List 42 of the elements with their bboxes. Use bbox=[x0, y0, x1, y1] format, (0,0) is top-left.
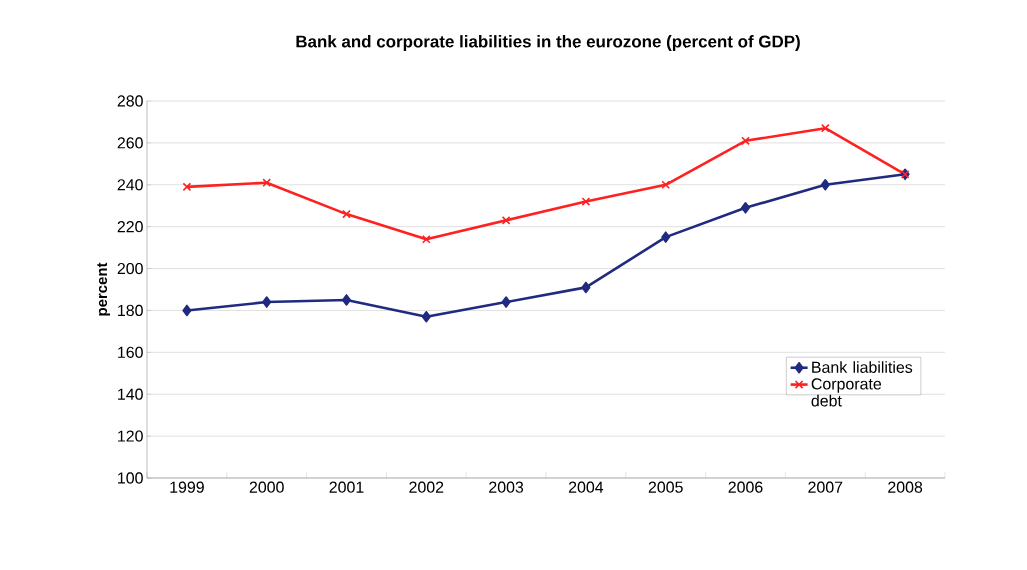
x-tick-label: 2005 bbox=[648, 481, 683, 493]
y-tick-label: 200 bbox=[117, 262, 143, 275]
point bbox=[581, 281, 591, 294]
point bbox=[501, 216, 511, 225]
point bbox=[262, 178, 272, 188]
x-tick-label: 2004 bbox=[568, 481, 604, 493]
x-tick-label: 2007 bbox=[808, 481, 843, 493]
y-tick-label: 280 bbox=[117, 95, 143, 107]
point bbox=[421, 310, 431, 323]
y-tick-label: 180 bbox=[118, 304, 143, 317]
x-tick-label: 1999 bbox=[170, 481, 204, 493]
point bbox=[421, 234, 431, 244]
y-tick-label: 140 bbox=[118, 388, 143, 400]
y-tick-label: 100 bbox=[118, 472, 143, 484]
x-tick-label: 2003 bbox=[489, 481, 524, 493]
x-tick-label: 2001 bbox=[329, 481, 364, 493]
point bbox=[581, 197, 591, 206]
point bbox=[820, 178, 830, 191]
x-tick-label: 2000 bbox=[249, 481, 284, 493]
x-tick-label: 2008 bbox=[888, 481, 923, 493]
x-tick-label: 2006 bbox=[728, 481, 763, 493]
point bbox=[262, 296, 272, 308]
point bbox=[661, 231, 671, 243]
point bbox=[182, 304, 192, 317]
point bbox=[182, 182, 192, 192]
point bbox=[740, 202, 751, 214]
y-tick-label: 160 bbox=[118, 346, 143, 358]
y-tick-label: 260 bbox=[117, 137, 143, 149]
x-tick-label: 2002 bbox=[409, 481, 444, 493]
y-tick-label: 220 bbox=[117, 221, 143, 233]
point bbox=[341, 294, 352, 306]
point bbox=[741, 136, 750, 146]
y-tick-label: 120 bbox=[118, 430, 143, 442]
point bbox=[501, 296, 511, 308]
chart-title: Bank and corporate liabilities in the eurozone (percent of GDP) bbox=[296, 35, 800, 51]
y-axis-title: percent bbox=[97, 262, 111, 316]
point bbox=[342, 209, 351, 219]
point bbox=[820, 123, 830, 133]
point bbox=[661, 180, 671, 190]
legend-label: Corporate debt bbox=[811, 378, 882, 407]
legend-label: Bank liabilities bbox=[812, 361, 913, 373]
y-tick-label: 240 bbox=[117, 179, 143, 191]
